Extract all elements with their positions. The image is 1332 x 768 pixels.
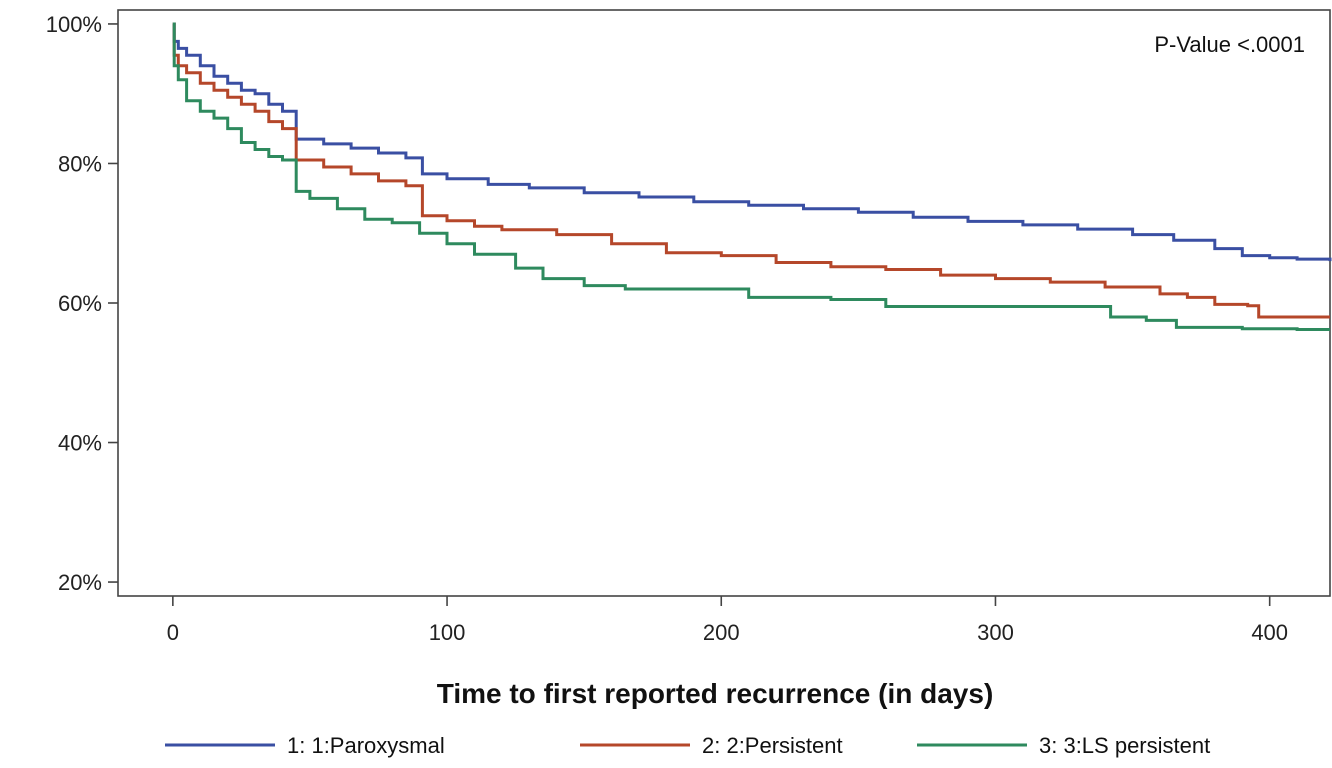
y-tick-label: 40% (58, 431, 102, 456)
series-group (172, 22, 1332, 331)
p-value-annotation: P-Value <.0001 (1154, 32, 1305, 57)
x-tick-label: 0 (167, 620, 179, 645)
y-tick-label: 20% (58, 570, 102, 595)
x-tick-label: 100 (429, 620, 466, 645)
y-tick-label: 100% (46, 12, 102, 37)
x-tick-label: 200 (703, 620, 740, 645)
x-tick-label: 400 (1251, 620, 1288, 645)
y-tick-label: 60% (58, 291, 102, 316)
legend: 1: 1:Paroxysmal 2: 2:Persistent 3: 3:LS pe… (165, 733, 1210, 758)
x-tick-label: 300 (977, 620, 1014, 645)
legend-label: 2: 2:Persistent (702, 733, 843, 758)
series-line-1-1-paroxysmal (172, 22, 1332, 262)
legend-label: 3: 3:LS persistent (1039, 733, 1210, 758)
x-axis-title: Time to first reported recurrence (in da… (437, 678, 994, 709)
legend-label: 1: 1:Paroxysmal (287, 733, 445, 758)
y-axis-ticks: 20% 40% 60% 80% 100% (46, 12, 118, 595)
series-line-3-3-ls-persistent (172, 22, 1330, 331)
series-line-2-2-persistent (172, 22, 1330, 319)
y-tick-label: 80% (58, 151, 102, 176)
plot-frame (117, 9, 1331, 597)
x-axis-ticks: 0 100 200 300 400 (167, 596, 1288, 645)
